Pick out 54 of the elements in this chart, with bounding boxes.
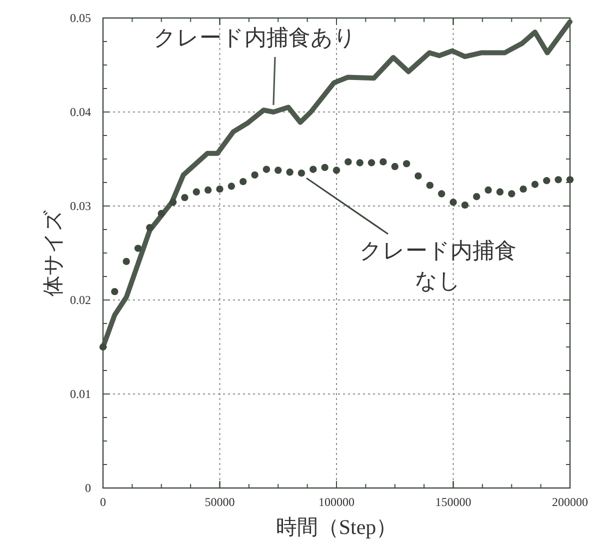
y-tick-label: 0 xyxy=(85,481,91,495)
point xyxy=(332,166,340,174)
y-tick-label: 0.03 xyxy=(70,199,91,213)
point xyxy=(111,288,118,296)
point xyxy=(99,343,107,351)
point xyxy=(368,159,376,166)
point xyxy=(216,185,224,193)
point xyxy=(192,188,200,196)
point xyxy=(520,185,527,193)
y-tick-label: 0.02 xyxy=(70,293,91,307)
point xyxy=(356,159,364,166)
point xyxy=(181,194,188,202)
point xyxy=(134,244,142,252)
x-tick-label: 200000 xyxy=(552,495,588,509)
y-tick-label: 0.01 xyxy=(70,387,91,401)
point xyxy=(543,177,550,184)
x-axis-title: 時間（Step） xyxy=(276,515,398,539)
point xyxy=(262,166,270,173)
point xyxy=(554,176,562,184)
y-tick-label: 0.04 xyxy=(70,105,91,119)
point xyxy=(380,158,387,166)
point xyxy=(251,171,258,179)
point xyxy=(146,224,154,232)
y-tick-label: 0.05 xyxy=(70,11,91,25)
point xyxy=(169,198,177,206)
point xyxy=(321,164,328,172)
point xyxy=(310,166,317,173)
x-tick-label: 50000 xyxy=(204,495,235,509)
point xyxy=(122,258,130,266)
point xyxy=(344,158,352,166)
point xyxy=(531,180,539,188)
point xyxy=(426,182,434,189)
point xyxy=(240,178,247,186)
point xyxy=(438,190,446,198)
point xyxy=(473,193,480,200)
point xyxy=(286,168,294,176)
point xyxy=(508,190,516,198)
x-tick-label: 0 xyxy=(100,495,106,509)
point xyxy=(274,166,282,174)
point xyxy=(158,210,165,218)
point xyxy=(391,162,398,170)
x-tick-label: 150000 xyxy=(435,495,472,509)
point xyxy=(566,176,574,184)
point xyxy=(450,198,457,206)
point xyxy=(204,186,212,194)
point xyxy=(484,186,492,194)
y-axis-title: 体サイズ xyxy=(41,210,65,296)
point xyxy=(414,172,422,180)
x-tick-label: 100000 xyxy=(318,495,354,509)
point xyxy=(298,170,306,177)
point xyxy=(496,188,504,196)
point xyxy=(402,160,410,168)
point xyxy=(461,201,469,209)
point xyxy=(228,182,236,190)
